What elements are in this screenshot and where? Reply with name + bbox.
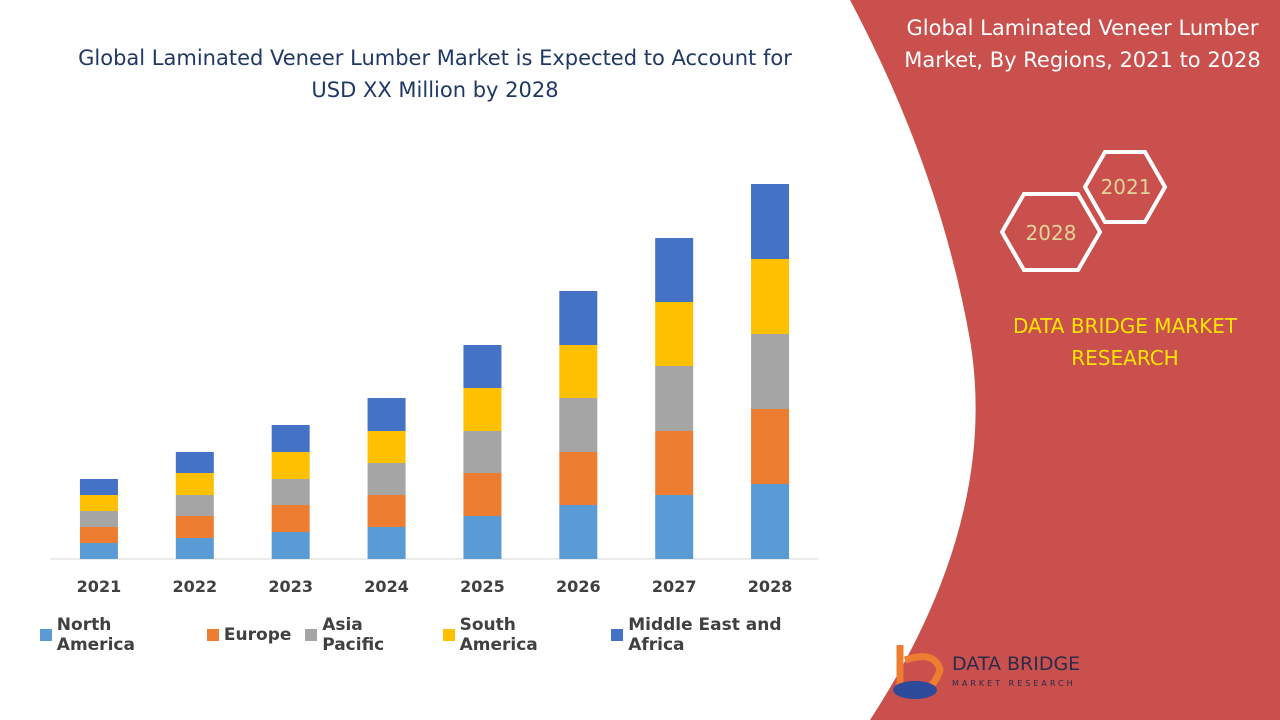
legend-swatch (305, 629, 318, 641)
bar (463, 516, 502, 559)
legend-label: Middle East and Africa (628, 615, 782, 655)
x-tick-label: 2021 (77, 577, 122, 596)
bar (79, 527, 118, 543)
bar (367, 495, 406, 527)
bar (79, 479, 118, 495)
bar (751, 184, 790, 259)
bar (463, 388, 502, 431)
legend-swatch (40, 629, 52, 641)
logo-icon (893, 681, 937, 699)
side-panel-bg (850, 0, 1280, 720)
legend-swatch (442, 629, 455, 641)
bar (751, 484, 790, 559)
legend-label: Asia Pacific (322, 615, 385, 655)
x-tick-label: 2025 (460, 577, 505, 596)
x-tick-label: 2027 (652, 577, 697, 596)
hexagon-label: 2028 (1026, 221, 1077, 245)
bar (79, 495, 118, 511)
bar (271, 452, 310, 479)
bar (559, 452, 598, 505)
bar (271, 532, 310, 559)
bar (175, 452, 214, 473)
legend-label: South America (459, 615, 538, 655)
bar (559, 505, 598, 559)
bar (175, 495, 214, 516)
bar (751, 259, 790, 334)
legend-item: South America (442, 615, 598, 655)
bar (367, 463, 406, 495)
x-tick-label: 2024 (364, 577, 409, 596)
bar (463, 473, 502, 516)
chart-title: Global Laminated Veneer Lumber Market is… (78, 46, 792, 102)
legend-swatch (611, 629, 624, 641)
legend-label: Europe (223, 625, 292, 645)
bar (271, 479, 310, 505)
legend: North America Europe Asia Pacific South Ame… (40, 615, 840, 655)
bar (751, 334, 790, 409)
bar (367, 431, 406, 463)
bar (271, 425, 310, 452)
side-title: Global Laminated Veneer Lumber Market, B… (904, 16, 1261, 72)
bar (463, 431, 502, 473)
bar (751, 409, 790, 484)
hexagon (999, 192, 1103, 272)
x-tick-label: 2022 (173, 577, 218, 596)
bar (79, 543, 118, 559)
bar (79, 511, 118, 527)
bar (367, 398, 406, 431)
bar (655, 238, 694, 302)
legend-item: Europe (206, 615, 292, 655)
hexagon (1082, 150, 1168, 224)
bar (175, 473, 214, 495)
hexagon-label: 2021 (1101, 175, 1152, 199)
bar (559, 345, 598, 398)
bar (655, 366, 694, 431)
legend-label: North America (56, 615, 135, 655)
x-tick-label: 2023 (268, 577, 313, 596)
bar (655, 431, 694, 495)
brand: DATA BRIDGE MARKET RESEARCH (1012, 314, 1238, 370)
x-tick-label: 2026 (556, 577, 601, 596)
logo-tagline: MARKET RESEARCH (952, 679, 1076, 688)
logo-name: DATA BRIDGE (952, 653, 1080, 675)
x-tick-label: 2028 (748, 577, 793, 596)
legend-item: Asia Pacific (305, 615, 428, 655)
legend-swatch (206, 629, 219, 641)
legend-item: North America (40, 615, 193, 655)
bar (655, 302, 694, 366)
bar (175, 516, 214, 538)
bar (559, 398, 598, 452)
bar (367, 527, 406, 559)
legend-item: Middle East and Africa (611, 615, 840, 655)
bar (175, 538, 214, 559)
bar (559, 291, 598, 345)
bar (463, 345, 502, 388)
bar (271, 505, 310, 532)
bar (655, 495, 694, 559)
